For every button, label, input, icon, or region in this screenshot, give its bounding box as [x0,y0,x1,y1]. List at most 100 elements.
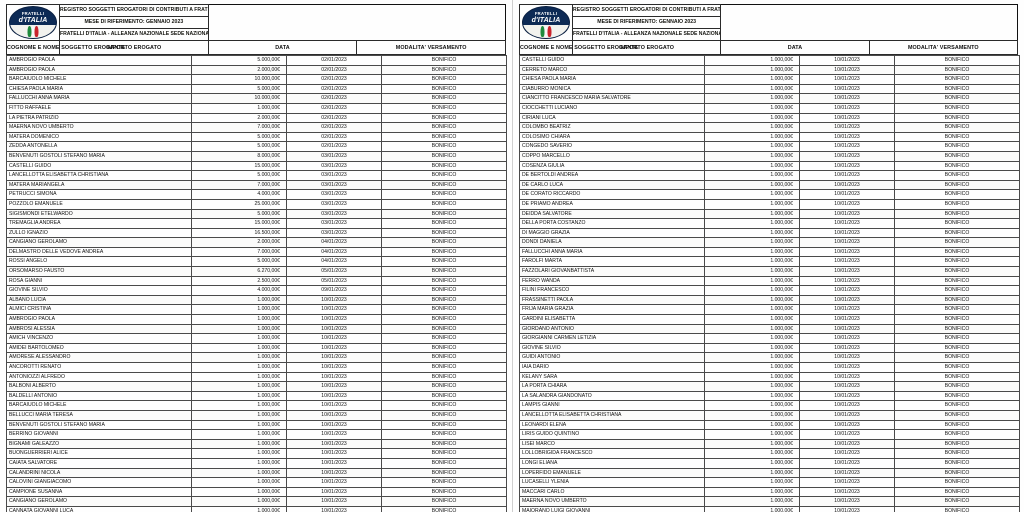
table-row: GIOVINE SILVIO 1.000,00€ 10/01/2023 BONIFIC… [519,342,1020,354]
donation-amount: 1.000,00€ [704,131,800,143]
payment-method: BONIFICO [894,457,1020,469]
donation-date: 10/01/2023 [286,323,382,335]
donation-amount: 1.000,00€ [191,314,287,325]
donor-name: CASTELLI GUIDO [519,55,705,66]
payment-method: BONIFICO [894,352,1020,363]
donation-date: 02/01/2023 [286,74,382,85]
table-row: LOPERFIDO EMANUELE 1.000,00€ 10/01/2023 BON… [519,467,1020,479]
donation-date: 10/01/2023 [799,112,895,124]
donation-amount: 1.000,00€ [704,457,800,469]
column-header-mode-right: MODALITA' VERSAMENTO [868,40,1019,55]
table-row: ZEDDA ANTONELLA 5.000,00€ 02/01/2023 BONIFI… [6,141,507,152]
payment-method: BONIFICO [381,409,507,421]
column-header-name-right: COGNOME E NOME SOGGETTO EROGANTE [519,40,638,55]
tricolor-flame-icon [540,26,552,37]
table-row: DE BERTOLDI ANDREA 1.000,00€ 10/01/2023 BON… [519,170,1020,181]
payment-method: BONIFICO [894,381,1020,392]
donor-name: FILINI FRANCESCO [519,285,705,296]
donation-date: 10/01/2023 [286,457,382,469]
donor-name: DEIDDA SALVATORE [519,208,705,220]
donation-amount: 1.000,00€ [704,448,800,459]
donor-name: LA PORTA CHIARA [519,381,705,392]
donation-amount: 1.000,00€ [704,122,800,133]
payment-method: BONIFICO [381,131,507,143]
table-row: MAERNA NOVO UMBERTO 7.000,00€ 02/01/2023 BO… [6,122,507,133]
donor-name: DE BERTOLDI ANDREA [519,170,705,181]
donor-name: ORSOMARSO FAUSTO [6,266,192,277]
table-row: MAERNA NOVO UMBERTO 1.000,00€ 10/01/2023 BO… [519,496,1020,507]
donor-name: ANTONIOZZI ALFREDO [6,371,192,383]
donation-date: 10/01/2023 [799,438,895,450]
donation-amount: 1.000,00€ [191,333,287,344]
donation-date: 10/01/2023 [799,314,895,325]
donation-amount: 1.000,00€ [704,342,800,354]
register-sheet-right: FRATELLI d'ITALIA REGISTRO SOGGETTI EROG… [512,0,1024,512]
payment-method: BONIFICO [381,477,507,488]
donor-name: CANGIANO GEROLAMO [6,496,192,507]
donor-name: IAIA DARIO [519,362,705,373]
payment-method: BONIFICO [381,208,507,220]
donor-name: FAROLFI MARTA [519,256,705,268]
register-title-right: REGISTRO SOGGETTI EROGATORI DI CONTRIBUT… [571,4,722,17]
payment-method: BONIFICO [381,314,507,325]
donation-amount: 1.000,00€ [704,496,800,507]
payment-method: BONIFICO [894,237,1020,248]
donor-name: CAMPIONE SUSANNA [6,486,192,498]
table-row: GARDINI ELISABETTA 1.000,00€ 10/01/2023 BON… [519,314,1020,325]
donation-date: 10/01/2023 [799,371,895,383]
donor-name: BENVENUTI GOSTOLI STEFANO MARIA [6,150,192,162]
donation-amount: 1.000,00€ [704,438,800,450]
donor-name: AMORESE ALESSANDRO [6,352,192,363]
table-row: MATERA MARIANGELA 7.000,00€ 03/01/2023 BONI… [6,179,507,191]
donation-date: 03/01/2023 [286,150,382,162]
donor-name: LAMPIS GIANNI [519,400,705,411]
table-row: AMBROGIO PAOLA 5.000,00€ 02/01/2023 BONIFIC… [6,55,507,66]
donation-date: 10/01/2023 [286,438,382,450]
donation-amount: 5.000,00€ [191,256,287,268]
payment-method: BONIFICO [894,323,1020,335]
donation-amount: 1.000,00€ [704,179,800,191]
donor-name: LEONARDI ELENA [519,419,705,431]
donation-date: 10/01/2023 [799,266,895,277]
table-row: CIOCCHETTI LUCIANO 1.000,00€ 10/01/2023 BON… [519,102,1020,114]
donation-amount: 1.000,00€ [704,352,800,363]
donation-date: 10/01/2023 [799,141,895,152]
table-row: DEIDDA SALVATORE 1.000,00€ 10/01/2023 BONIF… [519,208,1020,220]
donation-amount: 1.000,00€ [191,381,287,392]
payment-method: BONIFICO [894,496,1020,507]
donor-name: POZZOLO EMANUELE [6,198,192,210]
fratelli-ditalia-logo-icon: FRATELLI d'ITALIA [9,6,57,39]
donation-date: 10/01/2023 [286,448,382,459]
table-row: GIORGIANNI CARMEN LETIZIA 1.000,00€ 10/01/… [519,333,1020,344]
donor-name: MAERNA NOVO UMBERTO [6,122,192,133]
donation-date: 10/01/2023 [286,496,382,507]
donation-date: 04/01/2023 [286,246,382,258]
table-row: GIOVINE SILVIO 4.000,00€ 09/01/2023 BONIFIC… [6,285,507,296]
payment-method: BONIFICO [381,371,507,383]
table-row: ALMICI CRISTINA 1.000,00€ 10/01/2023 BONIFI… [6,304,507,316]
donation-amount: 1.000,00€ [191,400,287,411]
logo-band [10,11,56,24]
donor-name: KELANY SARA [519,371,705,383]
donation-date: 02/01/2023 [286,141,382,152]
donation-amount: 1.000,00€ [704,294,800,306]
donation-amount: 1.000,00€ [704,323,800,335]
payment-method: BONIFICO [381,170,507,181]
donor-name: BENVENUTI GOSTOLI STEFANO MARIA [6,419,192,431]
donation-date: 10/01/2023 [799,227,895,239]
donor-name: ALBANO LUCIA [6,294,192,306]
donation-date: 10/01/2023 [286,371,382,383]
donor-name: ROSSI ANGELO [6,256,192,268]
payment-method: BONIFICO [894,477,1020,488]
payment-method: BONIFICO [381,74,507,85]
table-row: DE CORATO RICCARDO 1.000,00€ 10/01/2023 BON… [519,189,1020,200]
donation-amount: 1.000,00€ [704,227,800,239]
donor-name: FITTO RAFFAELE [6,102,192,114]
reference-month-right: MESE DI RIFERIMENTO: GENNAIO 2023 [571,16,722,29]
donation-date: 02/01/2023 [286,102,382,114]
payment-method: BONIFICO [381,179,507,191]
payment-method: BONIFICO [894,160,1020,172]
donor-name: CANGIANO GEROLAMO [6,237,192,248]
donation-date: 02/01/2023 [286,55,382,66]
table-row: DE CARLO LUCA 1.000,00€ 10/01/2023 BONIFICO [519,179,1020,191]
